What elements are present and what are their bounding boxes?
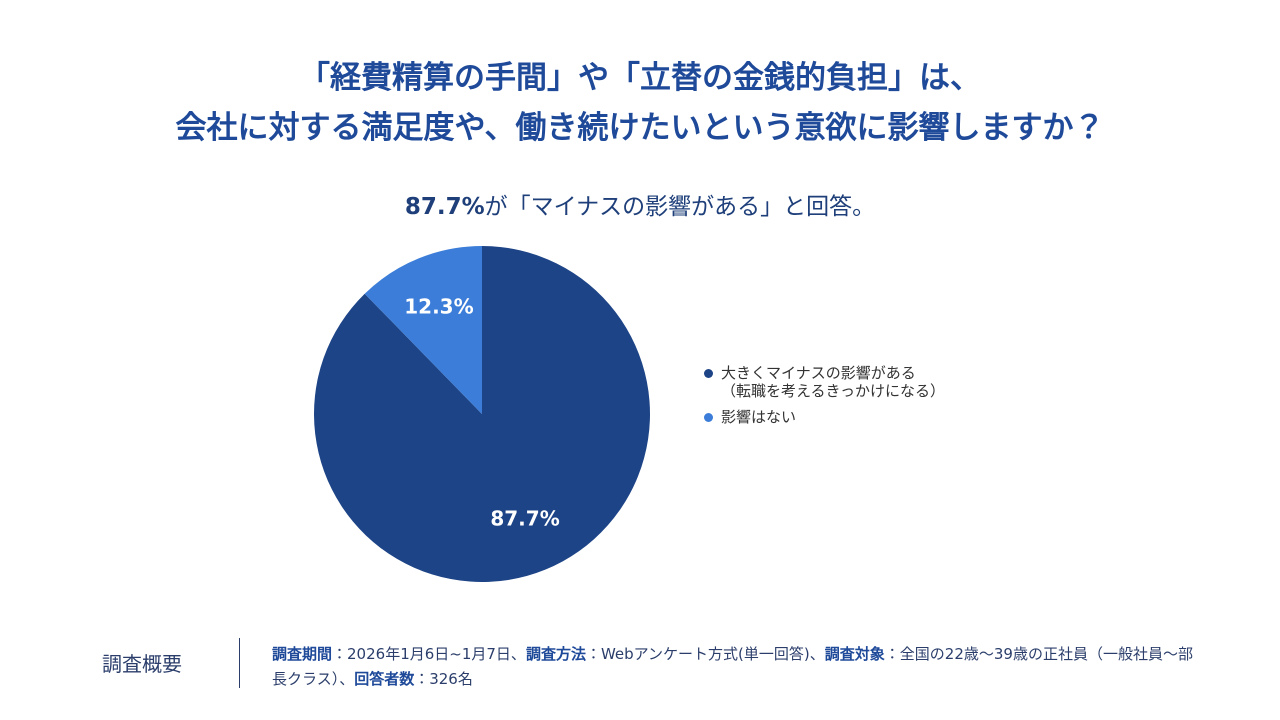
- legend-item: 大きくマイナスの影響がある （転職を考えるきっかけになる）: [704, 364, 945, 400]
- subtitle: 87.7%が「マイナスの影響がある」と回答。: [405, 194, 875, 220]
- subtitle-highlight: 87.7%: [405, 194, 485, 220]
- legend: 大きくマイナスの影響がある （転職を考えるきっかけになる） 影響はない: [704, 364, 945, 434]
- pie-slice: [364, 246, 482, 414]
- value-label: 12.3%: [404, 295, 473, 319]
- footer-label: 調査方法: [525, 645, 586, 663]
- legend-label: 大きくマイナスの影響がある （転職を考えるきっかけになる）: [721, 364, 945, 400]
- footer-text: ：326名: [414, 670, 473, 688]
- footer-label: 回答者数: [354, 670, 415, 688]
- legend-swatch: [704, 413, 713, 422]
- subtitle-text: が「マイナスの影響がある」と回答。: [485, 194, 876, 220]
- footer-heading: 調査概要: [102, 652, 182, 676]
- footer-text: ：Webアンケート方式(単一回答)、: [585, 645, 825, 663]
- legend-label: 影響はない: [721, 408, 797, 426]
- pie-slice: [313, 246, 650, 583]
- chart-title: 会社に対する満足度や、働き続けたいという意欲に影響しますか？: [175, 110, 1104, 146]
- footer-body: 調査期間：2026年1月6日~1月7日、調査方法：Webアンケート方式(単一回答…: [272, 642, 1202, 692]
- legend-item: 影響はない: [704, 408, 945, 426]
- footer-label: 調査期間: [272, 645, 333, 663]
- footer-label: 調査対象: [824, 645, 885, 663]
- footer-text: ：2026年1月6日~1月7日、: [332, 645, 526, 663]
- value-label: 87.7%: [490, 506, 559, 530]
- divider: [239, 638, 240, 688]
- footer-text: ：全国の22歳～39歳の正社員（一般社員～部長クラス）、: [272, 645, 1193, 688]
- legend-swatch: [704, 369, 713, 378]
- chart-title: 「経費精算の手間」や「立替の金銭的負担」は、: [299, 60, 981, 96]
